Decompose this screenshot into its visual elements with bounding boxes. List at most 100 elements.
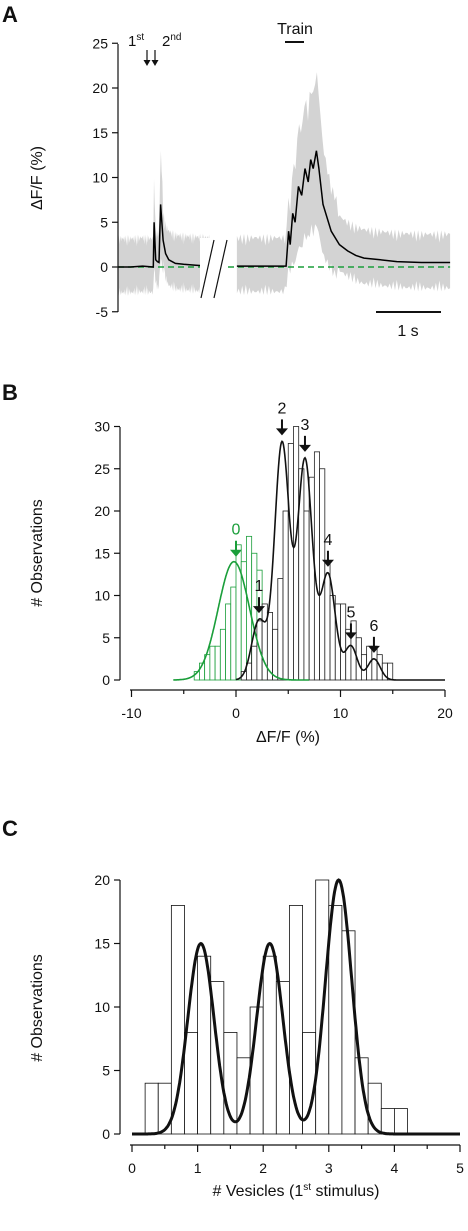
x-tick-label: 0 <box>232 705 240 721</box>
panel-b-x-label: ΔF/F (%) <box>256 729 320 746</box>
panel-c-y-label: # Observations <box>29 954 46 1062</box>
peak-markers: 0 1 23 4 56 <box>230 400 380 653</box>
response-fit-curve <box>235 440 445 681</box>
histogram-bar <box>360 654 368 681</box>
y-tick-label: 20 <box>94 872 110 888</box>
histogram-bar <box>277 578 284 681</box>
panel-label-a: A <box>2 2 18 27</box>
peak-label: 5 <box>346 604 355 621</box>
down-arrow-icon <box>252 606 265 614</box>
panel-b-y-ticks: 0 5 10 15 20 25 30 <box>94 419 120 688</box>
y-tick-label: 5 <box>102 630 110 646</box>
y-tick-label: 5 <box>102 1063 110 1079</box>
x-tick-label: -10 <box>121 705 141 721</box>
histogram-bar <box>272 628 279 681</box>
histogram-bar <box>282 510 289 681</box>
scale-bar-label: 1 s <box>397 323 418 340</box>
histogram-bar <box>219 628 226 681</box>
raw-trace-band <box>118 150 210 296</box>
down-arrow-icon <box>344 632 357 640</box>
first-stimulus-label: 1st <box>128 32 144 50</box>
y-tick-label: 15 <box>92 125 108 141</box>
panel-a-y-ticks: -5 0 5 10 15 20 25 <box>92 35 118 320</box>
y-tick-label: 10 <box>94 588 110 604</box>
histogram-bar <box>184 1032 198 1135</box>
down-arrow-icon <box>143 50 151 66</box>
down-arrow-icon <box>275 428 288 436</box>
y-tick-label: 0 <box>102 1126 110 1142</box>
x-tick-label: 2 <box>259 1160 267 1176</box>
peak-label: 2 <box>278 400 287 417</box>
x-tick-label: 10 <box>333 705 349 721</box>
histogram-bar <box>319 468 326 681</box>
y-tick-label: 25 <box>94 461 110 477</box>
down-arrow-icon <box>321 559 334 567</box>
peak-label: 6 <box>369 618 378 635</box>
x-tick-label: 3 <box>325 1160 333 1176</box>
vesicle-fit-curve <box>132 878 460 1136</box>
peak-label: 3 <box>301 417 310 434</box>
average-trace-segment-2 <box>236 150 451 267</box>
histogram-bar <box>236 1057 251 1135</box>
histogram-bar <box>262 955 277 1135</box>
x-tick-label: 4 <box>391 1160 399 1176</box>
histogram-bar <box>240 561 247 681</box>
y-tick-label: 25 <box>92 35 108 51</box>
histogram-bar <box>303 510 310 681</box>
down-arrow-icon <box>367 645 380 653</box>
y-tick-label: 20 <box>92 80 108 96</box>
train-label: Train <box>277 21 313 38</box>
histogram-bar <box>293 426 300 681</box>
histogram-bar <box>225 603 232 681</box>
noise-fit-curve <box>173 560 310 681</box>
panel-c-histogram: 0 5 10 15 20 0 1 2 3 4 5 # Observations # Vesicle… <box>29 872 464 1200</box>
peak-label: 1 <box>255 578 264 595</box>
histogram-bar <box>341 930 356 1135</box>
histogram-bar <box>157 1082 172 1135</box>
histogram-bar <box>230 586 237 681</box>
panel-label-c: C <box>2 816 18 841</box>
panel-c-x-ticks: 0 1 2 3 4 5 <box>128 1145 464 1176</box>
histogram-bars <box>144 879 408 1135</box>
histogram-bar <box>209 645 216 681</box>
down-arrow-icon <box>230 549 242 557</box>
histogram-bar <box>144 1082 159 1135</box>
histogram-bar <box>393 1108 408 1135</box>
down-arrow-icon <box>151 50 159 66</box>
y-tick-label: 10 <box>94 999 110 1015</box>
peak-label: 4 <box>324 532 333 549</box>
panel-b-x-ticks: -10 0 10 20 <box>121 690 453 721</box>
y-tick-label: 15 <box>94 545 110 561</box>
y-tick-label: 30 <box>94 419 110 435</box>
panel-label-b: B <box>2 380 18 405</box>
panel-c-y-ticks: 0 5 10 15 20 <box>94 872 120 1142</box>
y-tick-label: 5 <box>100 214 108 230</box>
histogram-bar <box>328 905 343 1135</box>
histogram-bar <box>261 603 268 681</box>
average-trace-segment-1 <box>118 204 210 268</box>
x-tick-label: 1 <box>194 1160 202 1176</box>
y-tick-label: -5 <box>96 304 109 320</box>
peak-label: 0 <box>232 522 241 539</box>
x-tick-label: 0 <box>128 1160 136 1176</box>
panel-a-trace-plot: -5 0 5 10 15 20 25 ΔF/F (%) 1st 2nd Train 1 s <box>29 21 451 340</box>
histogram-bar <box>340 603 347 681</box>
y-tick-label: 0 <box>100 259 108 275</box>
y-tick-label: 10 <box>92 170 108 186</box>
histogram-bar <box>387 662 394 681</box>
down-arrow-icon <box>298 444 311 452</box>
x-tick-label: 5 <box>456 1160 464 1176</box>
y-tick-label: 15 <box>94 936 110 952</box>
histogram-bar <box>380 1108 395 1135</box>
second-stimulus-label: 2nd <box>162 32 181 50</box>
histogram-bar <box>214 645 221 681</box>
histogram-bar <box>287 442 294 681</box>
panel-a-y-label: ΔF/F (%) <box>29 146 46 210</box>
x-tick-label: 20 <box>437 705 453 721</box>
histogram-bar <box>251 645 258 681</box>
y-tick-label: 0 <box>102 672 110 688</box>
histogram-bars <box>193 426 394 681</box>
y-tick-label: 20 <box>94 503 110 519</box>
panel-c-x-label: # Vesicles (1st stimulus) <box>213 1182 380 1200</box>
